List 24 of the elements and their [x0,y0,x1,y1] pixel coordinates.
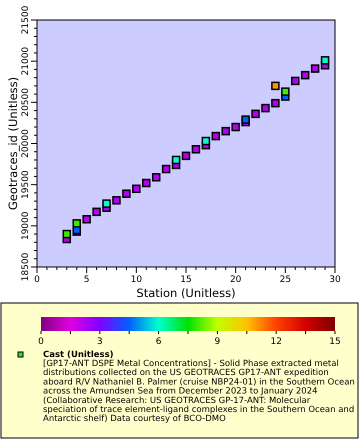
y-tick-label: 18500 [21,252,31,282]
text: [GP17-ANT DSPE Metal Concentrations] - Solid Phase extracted metal distributions collected on the US GEOTRACES GP17-ANT expedition aboard R/V Nathaniel B. Palmer (cruise NBP24-01) in the Southern Ocean across the Amundsen Sea from December 2023 to January 2024 (Collaborative Research: US GEOTRACES GP-17-ANT: Molecular speciation of trace element-ligand complexes in the Southern Ocean and Antarctic shelf) Data courtesy of BCO-DMO [43,359,355,424]
y-tick-label: 19500 [21,170,31,199]
x-axis-title: Station (Unitless) [136,286,236,300]
color-bar-label: 3 [96,337,103,347]
x-tick-label: 30 [329,275,341,285]
y-tick-label: 21500 [21,5,31,34]
color-bar-label: 0 [38,337,44,347]
x-tick-label: 20 [230,275,242,285]
y-tick-label: 21000 [21,46,31,76]
x-tick-label: 5 [84,275,90,285]
color-bar-label: 12 [270,337,282,347]
x-tick-label: 0 [34,275,40,285]
color-bar-label: 9 [214,337,221,347]
color-bar-label: 15 [329,337,341,347]
x-tick-label: 15 [180,275,192,285]
x-tick-label: 10 [130,275,142,285]
y-tick-label: 20500 [21,88,31,117]
y-tick-label: 20000 [21,128,31,158]
y-tick-label: 19000 [21,211,31,240]
x-tick-label: 25 [280,275,292,285]
color-bar-label: 6 [156,337,162,347]
color-bar-title: Cast (Unitless) [43,350,114,360]
y-axis-title: Geotraces_id (Unitless) [6,76,20,210]
